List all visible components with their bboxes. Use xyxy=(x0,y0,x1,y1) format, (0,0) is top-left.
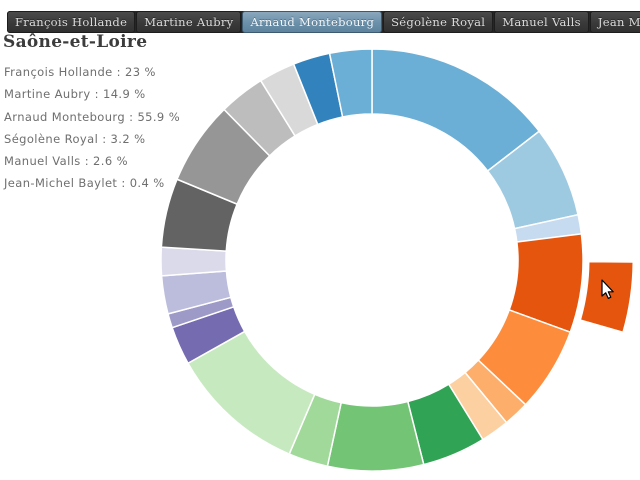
tab-arnaud-montebourg[interactable]: Arnaud Montebourg xyxy=(242,11,383,33)
legend-item: Ségolène Royal : 3.2 % xyxy=(4,131,146,146)
tab-jean-michel-baylet[interactable]: Jean Michel Baylet xyxy=(589,11,640,33)
mouse-cursor xyxy=(601,279,614,299)
legend-item: Martine Aubry : 14.9 % xyxy=(4,87,146,102)
legend: François Hollande : 23 % Martine Aubry : … xyxy=(4,61,180,195)
legend-item: Manuel Valls : 2.6 % xyxy=(4,154,128,169)
legend-item: Jean-Michel Baylet : 0.4 % xyxy=(4,176,165,191)
donut-segment[interactable] xyxy=(328,48,373,118)
tab-manuel-valls[interactable]: Manuel Valls xyxy=(494,11,589,33)
donut-segment[interactable] xyxy=(160,246,228,277)
donut-segment-exploded[interactable] xyxy=(579,261,634,333)
page-title: Saône-et-Loire xyxy=(3,32,148,52)
candidate-tabs: François Hollande Martine Aubry Arnaud Mon… xyxy=(7,11,640,33)
donut-segment[interactable] xyxy=(326,400,425,472)
tab-s-gol-ne-royal[interactable]: Ségolène Royal xyxy=(383,11,494,33)
legend-item: Arnaud Montebourg : 55.9 % xyxy=(4,109,181,124)
tab-martine-aubry[interactable]: Martine Aubry xyxy=(136,11,242,33)
legend-item: François Hollande : 23 % xyxy=(4,65,156,79)
tab-fran-ois-hollande[interactable]: François Hollande xyxy=(7,11,136,33)
